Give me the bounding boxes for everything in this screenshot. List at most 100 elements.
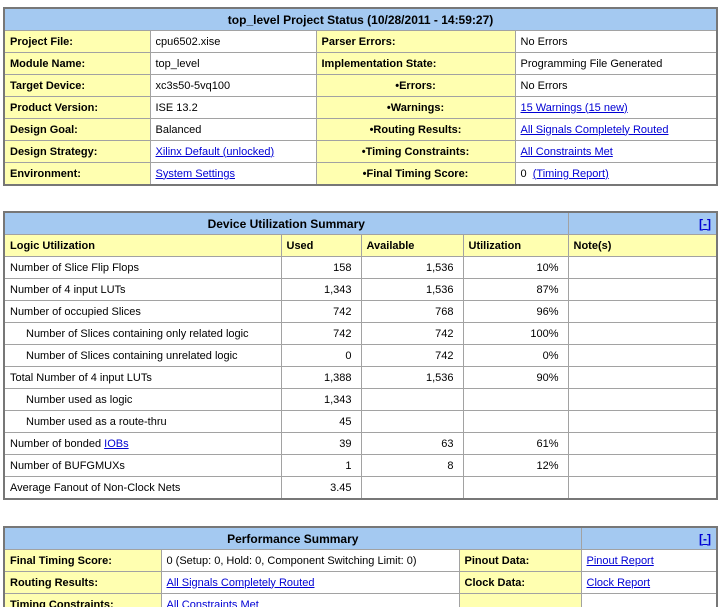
note-value (567, 278, 718, 301)
field-label: •Warnings: (315, 96, 516, 119)
utilization-row: Number of Slices containing only related… (3, 322, 718, 345)
utilization-value: 96% (462, 300, 569, 323)
field-value-link[interactable]: All Signals Completely Routed (520, 123, 669, 136)
field-value-text: xc3s50-5vq100 (155, 79, 231, 92)
used-value: 1,343 (280, 388, 362, 411)
field-label: Clock Data: (458, 571, 582, 594)
utilization-value (462, 410, 569, 433)
field-value-cell: System Settings (149, 162, 317, 186)
project-status-title: top_level Project Status (10/28/2011 - 1… (3, 7, 718, 31)
utilization-value (462, 388, 569, 411)
field-value-cell: 0 (Timing Report) (514, 162, 718, 186)
note-value (567, 366, 718, 389)
field-label: Design Goal: (3, 118, 151, 141)
available-value: 8 (360, 454, 464, 477)
column-header-notes: Note(s) (567, 234, 718, 257)
field-label: Timing Constraints: (3, 593, 162, 607)
utilization-label: Number of occupied Slices (3, 300, 282, 323)
field-label: Implementation State: (315, 52, 516, 75)
field-value-link[interactable]: All Constraints Met (520, 145, 613, 158)
used-value: 742 (280, 300, 362, 323)
collapse-toggle[interactable]: [-] (699, 216, 712, 231)
used-value: 742 (280, 322, 362, 345)
used-value: 1,388 (280, 366, 362, 389)
field-value-link[interactable]: System Settings (155, 167, 235, 180)
field-label: Module Name: (3, 52, 151, 75)
collapse-toggle[interactable]: [-] (699, 531, 712, 546)
utilization-value: 87% (462, 278, 569, 301)
utilization-label: Number used as a route-thru (3, 410, 282, 433)
performance-value-link[interactable]: All Signals Completely Routed (166, 576, 315, 589)
note-value (567, 454, 718, 477)
section-frame: [-] (580, 526, 718, 550)
column-header-logic-utilization: Logic Utilization (3, 234, 282, 257)
used-value: 1 (280, 454, 362, 477)
project-status-row: Product Version: ISE 13.2 •Warnings: 15 War… (3, 96, 718, 119)
field-label: •Timing Constraints: (315, 140, 516, 163)
field-value-text: Balanced (155, 123, 202, 136)
field-value-text: 0 (520, 167, 527, 180)
performance-value-link[interactable]: Pinout Report (586, 554, 654, 567)
iobs-link[interactable]: IOBs (104, 437, 129, 450)
available-value (360, 476, 464, 500)
field-value-cell: Balanced (149, 118, 317, 141)
performance-value-link[interactable]: All Constraints Met (166, 598, 259, 607)
performance-summary-table: Performance Summary [-] Final Timing Sco… (3, 526, 719, 607)
utilization-value (462, 476, 569, 500)
note-value (567, 322, 718, 345)
device-utilization-header: Device Utilization Summary [-] (3, 211, 718, 235)
utilization-value: 100% (462, 322, 569, 345)
performance-summary-header: Performance Summary [-] (3, 526, 718, 550)
performance-row: Final Timing Score: 0 (Setup: 0, Hold: 0,… (3, 549, 718, 572)
utilization-row: Number of Slices containing unrelated lo… (3, 344, 718, 367)
used-value: 3.45 (280, 476, 362, 500)
field-label: Product Version: (3, 96, 151, 119)
available-value: 1,536 (360, 256, 464, 279)
utilization-row: Number used as a route-thru 45 (3, 410, 718, 433)
field-value-link[interactable]: 15 Warnings (15 new) (520, 101, 628, 114)
field-label: Parser Errors: (315, 30, 516, 53)
field-label: Design Strategy: (3, 140, 151, 163)
column-header-used: Used (280, 234, 362, 257)
available-value: 1,536 (360, 278, 464, 301)
project-status-header: top_level Project Status (10/28/2011 - 1… (3, 7, 718, 31)
section-frame: [-] (567, 211, 718, 235)
utilization-label: Number of bonded IOBs (3, 432, 282, 455)
project-status-row: Design Strategy: Xilinx Default (unlocked… (3, 140, 718, 163)
performance-summary-title: Performance Summary (3, 526, 582, 550)
note-value (567, 344, 718, 367)
note-value (567, 256, 718, 279)
note-value (567, 476, 718, 500)
used-value: 1,343 (280, 278, 362, 301)
field-value-text: ISE 13.2 (155, 101, 198, 114)
used-value: 45 (280, 410, 362, 433)
utilization-label: Total Number of 4 input LUTs (3, 366, 282, 389)
utilization-row: Number of bonded IOBs 39 63 61% (3, 432, 718, 455)
utilization-row: Number of BUFGMUXs 1 8 12% (3, 454, 718, 477)
utilization-row: Number of occupied Slices 742 768 96% (3, 300, 718, 323)
performance-value-cell: 0 (Setup: 0, Hold: 0, Component Switchin… (160, 549, 460, 572)
performance-row: Routing Results: All Signals Completely R… (3, 571, 718, 594)
field-label: Target Device: (3, 74, 151, 97)
available-value: 742 (360, 322, 464, 345)
used-value: 158 (280, 256, 362, 279)
project-status-row: Environment: System Settings •Final Timing… (3, 162, 718, 186)
field-value-suffix-link[interactable]: (Timing Report) (532, 167, 609, 180)
field-value-cell: 15 Warnings (15 new) (514, 96, 718, 119)
device-utilization-table: Device Utilization Summary [-] Logic Uti… (3, 211, 719, 500)
field-value-link[interactable]: Xilinx Default (unlocked) (155, 145, 275, 158)
available-value: 768 (360, 300, 464, 323)
utilization-value: 0% (462, 344, 569, 367)
project-status-row: Design Goal: Balanced •Routing Results: All… (3, 118, 718, 141)
utilization-label: Number of Slices containing only related… (3, 322, 282, 345)
field-value-text: cpu6502.xise (155, 35, 221, 48)
field-label: •Final Timing Score: (315, 162, 516, 186)
field-value-cell: top_level (149, 52, 317, 75)
column-header-utilization: Utilization (462, 234, 569, 257)
performance-value-link[interactable]: Clock Report (586, 576, 651, 589)
utilization-value: 90% (462, 366, 569, 389)
performance-value-cell: Pinout Report (580, 549, 718, 572)
field-value-cell: No Errors (514, 30, 718, 53)
available-value: 63 (360, 432, 464, 455)
utilization-label: Number of Slices containing unrelated lo… (3, 344, 282, 367)
